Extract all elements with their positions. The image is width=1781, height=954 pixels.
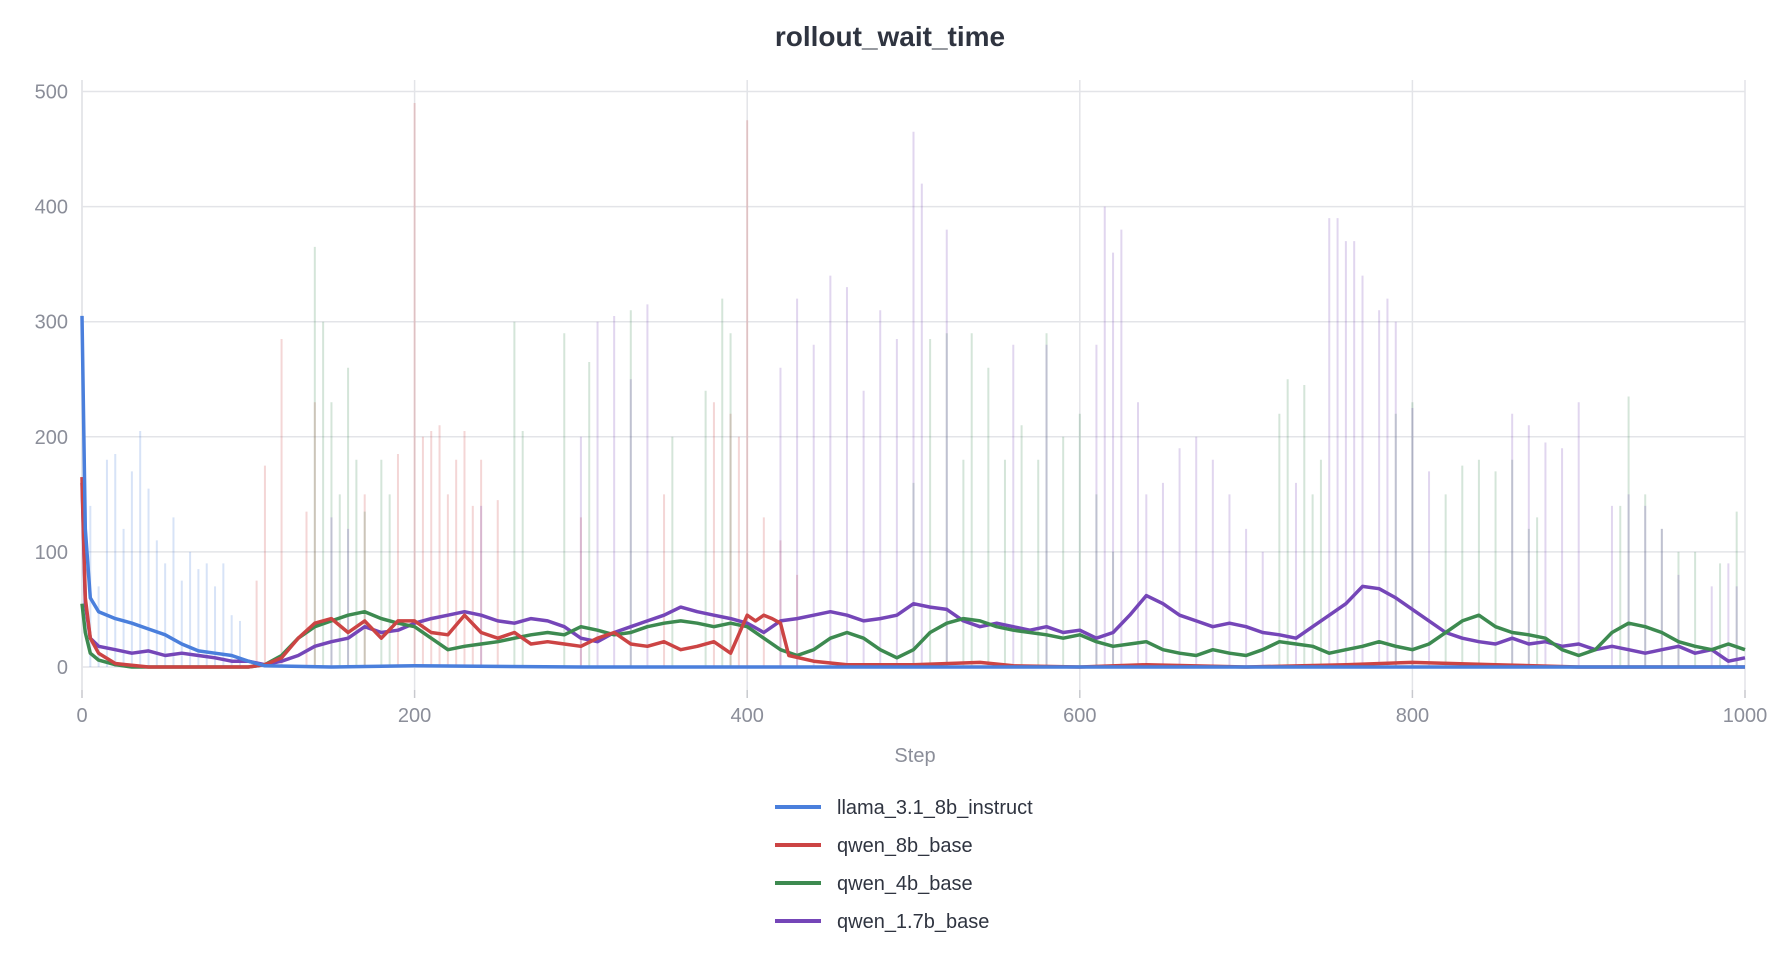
series-line [80, 477, 1745, 669]
x-tick-label: 0 [76, 705, 87, 727]
y-tick-label: 100 [35, 542, 68, 564]
x-tick-label: 600 [1063, 705, 1096, 727]
x-tick-label: 400 [731, 705, 764, 727]
series-line [80, 315, 1745, 669]
smoothed-line-layer [80, 315, 1746, 669]
x-tick-label: 1000 [1723, 705, 1768, 727]
x-tick-label: 800 [1396, 705, 1429, 727]
y-tick-label: 300 [35, 312, 68, 334]
legend-label: qwen_1.7b_base [837, 911, 989, 933]
series-line [80, 482, 1746, 667]
tick-layer: 0 100 200 300 400 500 0 200 400 600 800 1000 [35, 82, 1768, 727]
legend-label: qwen_8b_base [837, 835, 973, 857]
x-axis-label: Step [894, 745, 935, 767]
x-tick-label: 200 [398, 705, 431, 727]
y-tick-label: 400 [35, 197, 68, 219]
y-tick-label: 500 [35, 82, 68, 104]
legend: llama_3.1_8b_instruct qwen_8b_base qwen_4b… [775, 797, 1033, 933]
legend-label: qwen_4b_base [837, 873, 973, 895]
legend-label: llama_3.1_8b_instruct [837, 797, 1033, 819]
chart-title: rollout_wait_time [775, 21, 1005, 52]
y-tick-label: 0 [57, 657, 68, 679]
raw-spike-layer [89, 103, 1738, 667]
grid-layer [81, 80, 1746, 698]
series-line [80, 603, 1746, 669]
y-tick-label: 200 [35, 427, 68, 449]
